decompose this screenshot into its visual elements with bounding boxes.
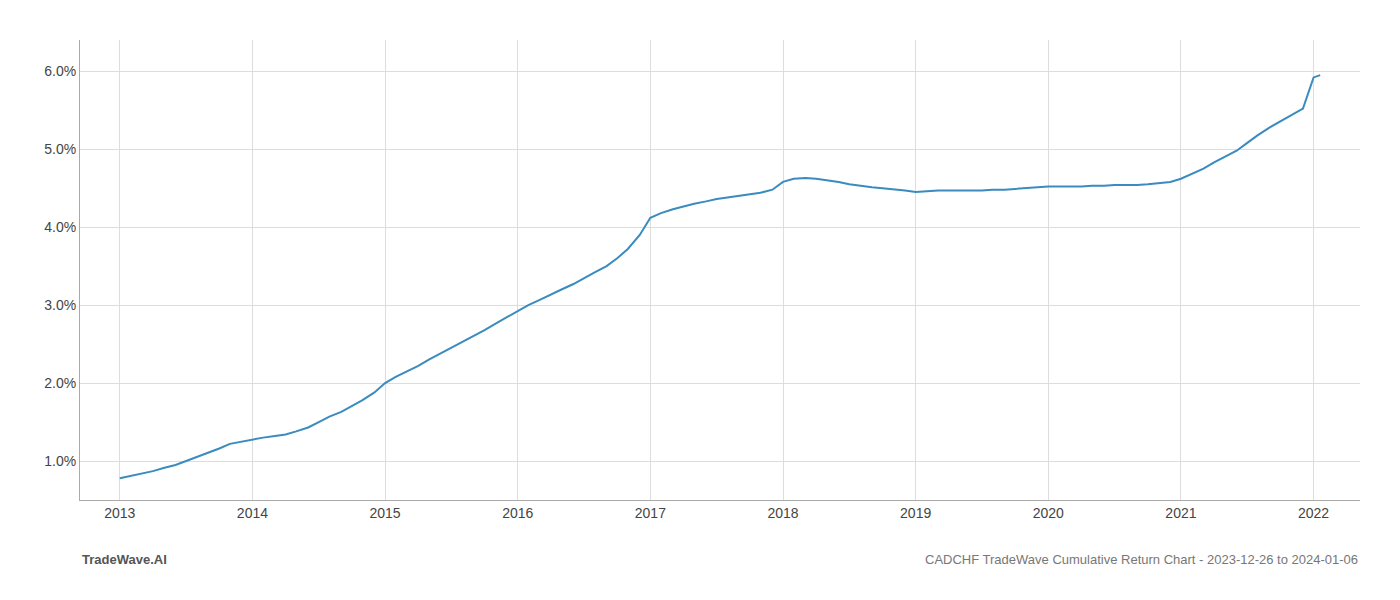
svg-text:2021: 2021 [1165,505,1196,521]
svg-text:2019: 2019 [900,505,931,521]
svg-text:2013: 2013 [104,505,135,521]
svg-text:2015: 2015 [370,505,401,521]
svg-text:3.0%: 3.0% [44,297,76,313]
svg-text:1.0%: 1.0% [44,453,76,469]
svg-text:6.0%: 6.0% [44,63,76,79]
svg-text:2020: 2020 [1033,505,1064,521]
svg-text:4.0%: 4.0% [44,219,76,235]
svg-text:2017: 2017 [635,505,666,521]
svg-text:2014: 2014 [237,505,268,521]
svg-text:2018: 2018 [767,505,798,521]
svg-text:2.0%: 2.0% [44,375,76,391]
svg-text:CADCHF TradeWave Cumulative Re: CADCHF TradeWave Cumulative Return Chart… [925,552,1358,567]
svg-text:5.0%: 5.0% [44,141,76,157]
svg-text:2022: 2022 [1298,505,1329,521]
svg-text:2016: 2016 [502,505,533,521]
svg-text:TradeWave.AI: TradeWave.AI [82,552,167,567]
